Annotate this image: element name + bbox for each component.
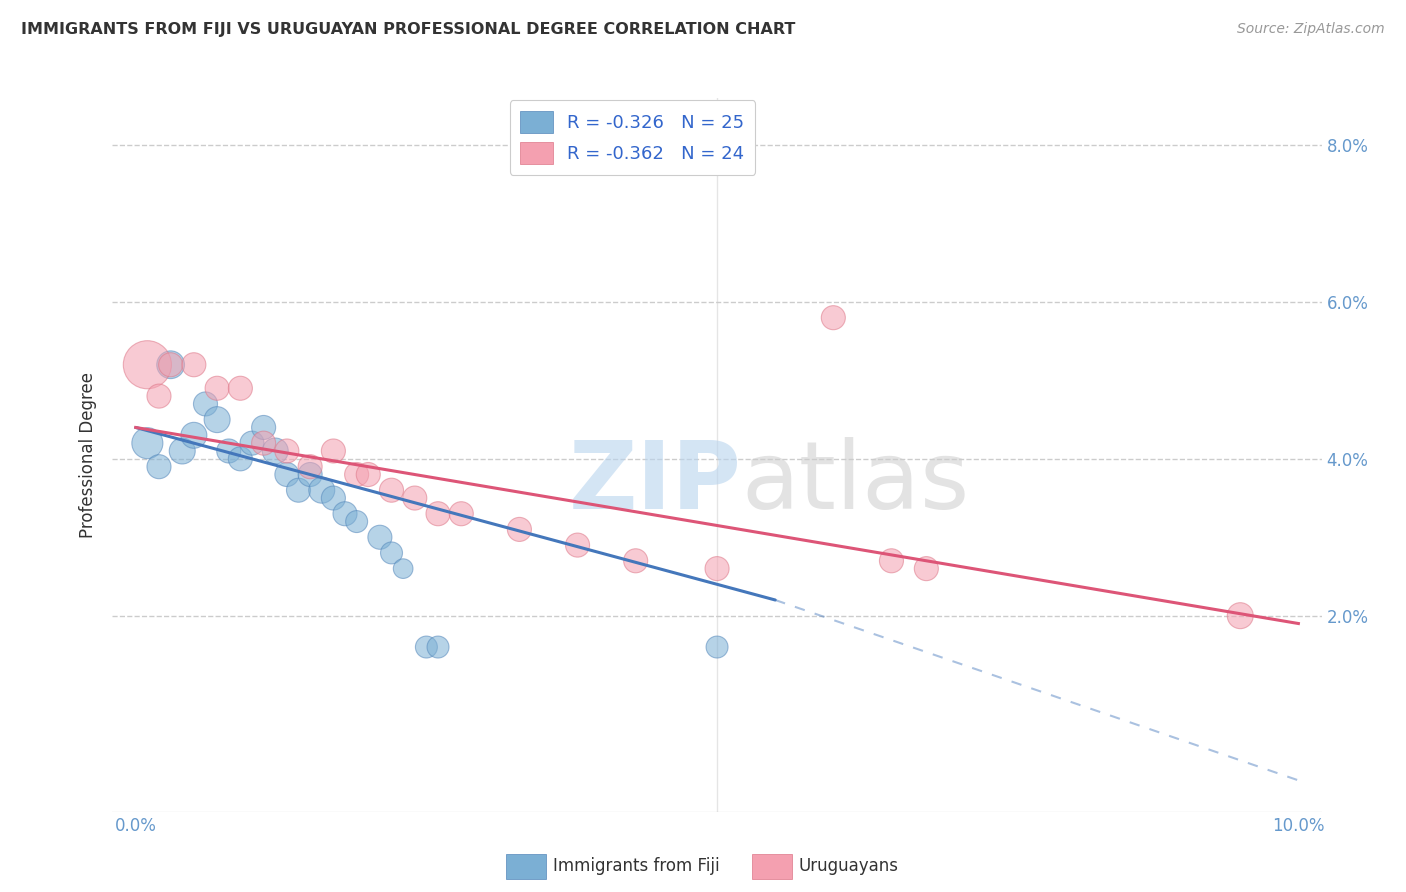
- Point: [194, 397, 217, 411]
- Text: atlas: atlas: [741, 437, 970, 530]
- Point: [229, 451, 252, 466]
- Text: Uruguayans: Uruguayans: [799, 857, 898, 875]
- Point: [229, 381, 252, 395]
- Point: [276, 467, 298, 482]
- Point: [404, 491, 426, 505]
- Point: [287, 483, 309, 498]
- Point: [357, 467, 380, 482]
- Point: [205, 381, 228, 395]
- Point: [380, 546, 402, 560]
- Point: [392, 561, 415, 575]
- Point: [253, 420, 276, 434]
- Point: [136, 436, 159, 450]
- Point: [322, 491, 344, 505]
- Text: Source: ZipAtlas.com: Source: ZipAtlas.com: [1237, 22, 1385, 37]
- Point: [450, 507, 472, 521]
- Point: [205, 412, 228, 426]
- Point: [148, 389, 170, 403]
- Point: [427, 507, 450, 521]
- Y-axis label: Professional Degree: Professional Degree: [79, 372, 97, 538]
- Point: [183, 428, 205, 442]
- Point: [706, 561, 728, 575]
- Point: [240, 436, 263, 450]
- Point: [346, 515, 368, 529]
- Text: Immigrants from Fiji: Immigrants from Fiji: [553, 857, 720, 875]
- Point: [159, 358, 181, 372]
- Point: [380, 483, 402, 498]
- Point: [415, 640, 437, 654]
- Point: [1229, 608, 1251, 623]
- Point: [346, 467, 368, 482]
- Point: [567, 538, 589, 552]
- Point: [148, 459, 170, 474]
- Point: [333, 507, 356, 521]
- Point: [311, 483, 333, 498]
- Point: [299, 459, 322, 474]
- Point: [322, 444, 344, 458]
- Point: [706, 640, 728, 654]
- Point: [172, 444, 194, 458]
- Point: [136, 358, 159, 372]
- Point: [218, 444, 240, 458]
- Point: [264, 444, 287, 458]
- Point: [253, 436, 276, 450]
- Point: [368, 530, 391, 544]
- Point: [508, 523, 530, 537]
- Point: [183, 358, 205, 372]
- Point: [915, 561, 938, 575]
- Point: [823, 310, 845, 325]
- Point: [427, 640, 450, 654]
- Text: ZIP: ZIP: [568, 437, 741, 530]
- Point: [299, 467, 322, 482]
- Point: [276, 444, 298, 458]
- Text: IMMIGRANTS FROM FIJI VS URUGUAYAN PROFESSIONAL DEGREE CORRELATION CHART: IMMIGRANTS FROM FIJI VS URUGUAYAN PROFES…: [21, 22, 796, 37]
- Legend: R = -0.326   N = 25, R = -0.362   N = 24: R = -0.326 N = 25, R = -0.362 N = 24: [509, 100, 755, 175]
- Point: [159, 358, 181, 372]
- Point: [624, 554, 647, 568]
- Point: [880, 554, 903, 568]
